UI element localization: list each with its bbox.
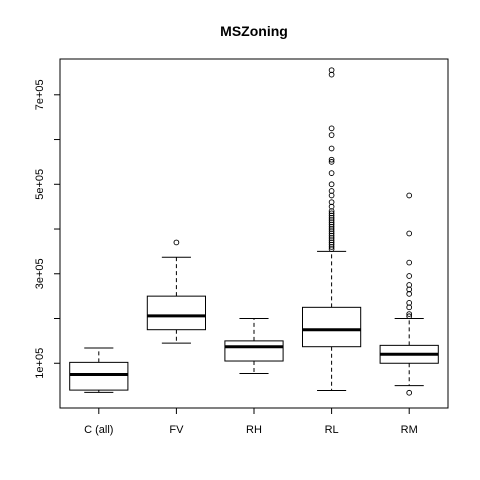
iqr-box bbox=[302, 306, 362, 348]
iqr-box bbox=[146, 295, 207, 331]
outlier-point bbox=[328, 132, 335, 138]
outlier-point bbox=[328, 156, 335, 163]
outlier-point bbox=[328, 67, 335, 74]
x-tick-label: RH bbox=[246, 424, 262, 436]
iqr-box bbox=[69, 361, 129, 391]
outlier-point bbox=[406, 282, 413, 288]
outlier-point bbox=[328, 188, 335, 194]
outlier-point bbox=[406, 230, 413, 237]
y-tick-label: 5e+05 bbox=[34, 169, 46, 200]
x-tick-label: FV bbox=[169, 424, 184, 436]
outlier-point bbox=[406, 259, 413, 266]
box-fv bbox=[146, 239, 207, 344]
outlier-point bbox=[406, 273, 413, 279]
outlier-point bbox=[406, 313, 413, 320]
y-tick-label: 3e+05 bbox=[34, 258, 46, 289]
x-tick-label: RM bbox=[401, 424, 418, 436]
outlier-point bbox=[328, 159, 335, 165]
y-axis: 1e+05 3e+05 5e+05 7e+05 bbox=[34, 79, 60, 379]
iqr-box bbox=[224, 340, 284, 362]
outlier-point bbox=[406, 389, 413, 396]
box-rh bbox=[224, 318, 284, 375]
outlier-point bbox=[328, 199, 335, 206]
outlier-point bbox=[328, 145, 335, 152]
outlier-point bbox=[173, 239, 180, 246]
box-rl bbox=[302, 67, 362, 392]
outlier-point bbox=[328, 181, 335, 188]
chart-title: MSZoning bbox=[220, 23, 288, 39]
outlier-point bbox=[406, 192, 413, 199]
box-rm bbox=[379, 192, 439, 396]
outlier-point bbox=[406, 311, 413, 317]
boxes-group bbox=[69, 67, 439, 396]
y-tick-label: 7e+05 bbox=[34, 79, 46, 110]
outlier-point bbox=[328, 210, 335, 217]
y-tick-label: 1e+05 bbox=[34, 348, 46, 379]
outlier-point bbox=[328, 125, 335, 132]
outlier-point bbox=[406, 300, 413, 306]
x-tick-label: RL bbox=[325, 424, 339, 436]
x-axis: C (all) FV RH RL RM bbox=[84, 408, 418, 436]
x-tick-label: C (all) bbox=[84, 424, 113, 436]
outlier-point bbox=[328, 170, 335, 176]
box-c-all- bbox=[69, 347, 129, 393]
